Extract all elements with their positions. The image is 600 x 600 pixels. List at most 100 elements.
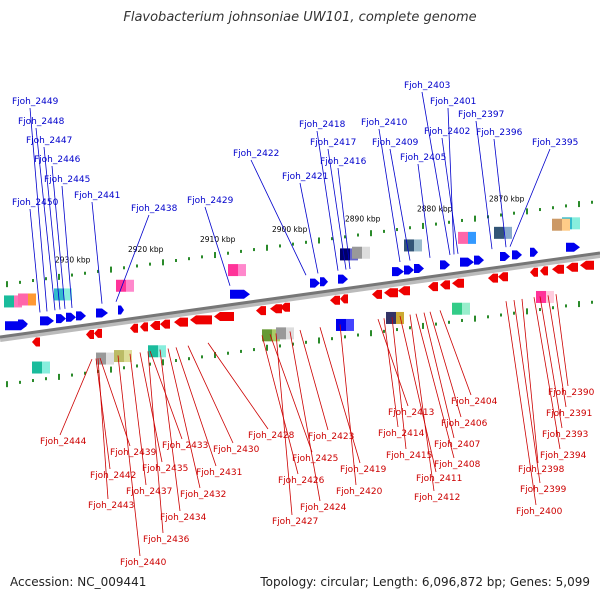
leader-line xyxy=(187,345,234,444)
gene-arrow xyxy=(150,321,160,330)
gene-label: Fjoh_2446 xyxy=(34,155,81,165)
tick-mark xyxy=(370,230,372,237)
genome-backbone xyxy=(0,251,600,342)
scale-label: 2890 kbp xyxy=(345,215,381,224)
gene-arrow xyxy=(40,316,54,326)
gene-label: Fjoh_2425 xyxy=(292,454,338,464)
domain-segment xyxy=(468,231,476,244)
tick-mark xyxy=(45,277,47,281)
domain-block xyxy=(552,218,570,231)
tick-mark xyxy=(331,337,333,341)
gene-label: Fjoh_2443 xyxy=(88,501,134,511)
gene-arrow xyxy=(540,266,548,276)
leader-line xyxy=(35,127,56,311)
leader-line xyxy=(95,358,111,470)
scale-label: 2900 kbp xyxy=(272,225,308,234)
tick-mark xyxy=(305,340,307,344)
leader-line xyxy=(509,148,551,247)
gene-arrow xyxy=(310,278,320,288)
gene-arrow xyxy=(280,302,290,312)
gene-label: Fjoh_2394 xyxy=(540,451,587,461)
gene-label: Fjoh_2416 xyxy=(320,157,367,167)
gene-arrow xyxy=(530,267,538,277)
gene-label: Fjoh_2445 xyxy=(44,175,90,185)
domain-segment xyxy=(414,239,422,252)
tick-mark xyxy=(123,366,125,370)
tick-mark xyxy=(357,233,359,237)
gene-arrow xyxy=(392,267,404,277)
leader-line xyxy=(51,165,66,309)
tick-mark xyxy=(279,244,281,248)
gene-label: Fjoh_2400 xyxy=(516,507,563,517)
tick-mark xyxy=(32,279,34,283)
tick-mark xyxy=(149,262,151,266)
tick-mark xyxy=(461,218,463,222)
leader-line xyxy=(117,355,141,557)
scale-label: 2880 kbp xyxy=(417,205,453,214)
tick-mark xyxy=(188,357,190,361)
tick-mark xyxy=(149,362,151,366)
domain-segment xyxy=(346,318,354,331)
leader-line xyxy=(269,334,313,453)
gene-arrow xyxy=(428,282,438,292)
tick-mark xyxy=(565,304,567,308)
leader-line xyxy=(493,138,507,248)
gene-arrow xyxy=(76,311,86,321)
tick-mark xyxy=(71,373,73,377)
gene-arrow xyxy=(398,286,410,296)
leader-line xyxy=(29,107,48,312)
leader-line xyxy=(175,347,217,467)
tick-mark xyxy=(487,315,489,319)
leader-line xyxy=(316,130,339,271)
domain-block xyxy=(494,226,512,239)
tick-mark xyxy=(110,366,112,373)
leader-line xyxy=(505,301,537,506)
tick-mark xyxy=(370,330,372,337)
gene-label: Fjoh_2399 xyxy=(520,485,567,495)
tick-mark xyxy=(19,280,21,284)
leader-line xyxy=(261,335,299,475)
gene-label: Fjoh_2398 xyxy=(518,465,565,475)
tick-mark xyxy=(539,308,541,312)
domain-segment xyxy=(158,345,166,358)
gene-label: Fjoh_2423 xyxy=(308,432,354,442)
scale-label: 2930 kbp xyxy=(55,255,91,264)
gene-label: Fjoh_2447 xyxy=(26,136,72,146)
tick-mark xyxy=(422,322,424,329)
tick-mark xyxy=(500,313,502,317)
gene-label: Fjoh_2401 xyxy=(430,97,476,107)
domain-segment xyxy=(452,302,462,315)
tick-mark xyxy=(526,308,528,315)
tick-mark xyxy=(227,251,229,255)
gene-label: Fjoh_2450 xyxy=(12,198,59,208)
tick-mark xyxy=(201,355,203,359)
leader-line xyxy=(159,349,181,512)
tick-mark xyxy=(240,349,242,353)
leader-line xyxy=(299,329,329,431)
leader-line xyxy=(547,295,567,408)
gene-arrow xyxy=(270,304,282,314)
leader-line xyxy=(29,208,41,313)
gene-label: Fjoh_2437 xyxy=(126,487,172,497)
tick-mark xyxy=(422,222,424,229)
gene-arrow xyxy=(94,328,102,338)
domain-block xyxy=(114,350,132,363)
gene-arrow xyxy=(66,312,76,322)
domain-segment xyxy=(404,239,414,252)
gene-label: Fjoh_2396 xyxy=(476,128,523,138)
domain-segment xyxy=(126,279,134,292)
gene-label: Fjoh_2402 xyxy=(424,127,470,137)
gene-label: Fjoh_2428 xyxy=(248,431,295,441)
leader-line xyxy=(439,310,472,396)
leader-line xyxy=(167,348,201,489)
tick-mark xyxy=(19,380,21,384)
domain-block xyxy=(452,302,470,315)
tick-mark xyxy=(175,359,177,362)
domain-block xyxy=(148,345,166,358)
tick-mark xyxy=(396,228,398,232)
gene-label: Fjoh_2426 xyxy=(278,476,325,486)
tick-mark xyxy=(396,328,398,332)
domain-segment xyxy=(124,350,132,363)
tick-mark xyxy=(344,335,346,339)
leader-line xyxy=(441,137,459,254)
